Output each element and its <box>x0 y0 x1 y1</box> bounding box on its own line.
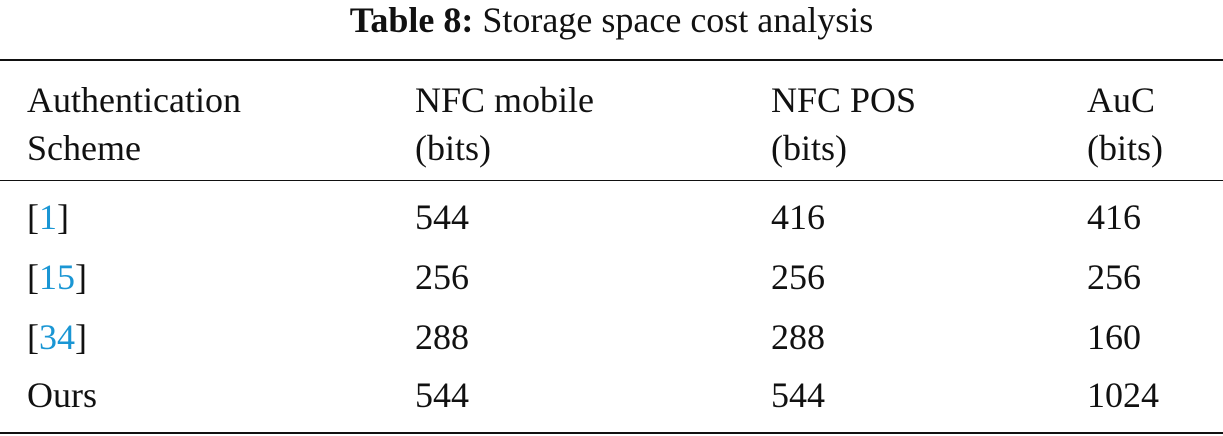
column-header-nfc-pos-line1: NFC POS <box>771 80 917 120</box>
table-top-rule <box>0 59 1223 61</box>
reference-open-bracket: [ <box>27 317 39 357</box>
table-cell-auc: 1024 <box>1087 375 1159 415</box>
table-cell-nfc-pos: 416 <box>771 197 825 237</box>
table-cell-nfc-pos: 288 <box>771 317 825 357</box>
column-header-nfc-pos-line2: (bits) <box>771 128 847 168</box>
reference-close-bracket: ] <box>75 317 87 357</box>
reference-open-bracket: [ <box>27 257 39 297</box>
table-cell-auc: 416 <box>1087 197 1141 237</box>
scheme-name: Ours <box>27 375 97 415</box>
table-cell-nfc-mobile: 288 <box>415 317 469 357</box>
table-row-scheme-cell: [1] <box>27 193 69 241</box>
table-cell-nfc-mobile: 544 <box>415 375 469 415</box>
table-cell-auc: 256 <box>1087 257 1141 297</box>
table-cell-auc: 160 <box>1087 317 1141 357</box>
table-caption-label: Table 8: <box>349 0 474 40</box>
table-row-scheme-cell: Ours <box>27 371 97 419</box>
column-header-scheme: Authentication Scheme <box>27 76 241 172</box>
table-header-rule <box>0 180 1223 181</box>
column-header-nfc-mobile-line2: (bits) <box>415 128 491 168</box>
column-header-auc: AuC (bits) <box>1087 76 1163 172</box>
column-header-nfc-pos: NFC POS (bits) <box>771 76 916 172</box>
column-header-scheme-line1: Authentication <box>27 80 241 120</box>
reference-link[interactable]: 34 <box>39 317 75 357</box>
column-header-nfc-mobile-line1: NFC mobile <box>415 80 595 120</box>
reference-open-bracket: [ <box>27 197 39 237</box>
table-cell-nfc-mobile: 256 <box>415 257 469 297</box>
table-cell-nfc-pos: 256 <box>771 257 825 297</box>
table-cell-nfc-mobile: 544 <box>415 197 469 237</box>
table-row-scheme-cell: [34] <box>27 313 87 361</box>
column-header-auc-line1: AuC <box>1087 80 1156 120</box>
column-header-scheme-line2: Scheme <box>27 128 141 168</box>
reference-link[interactable]: 1 <box>39 197 57 237</box>
reference-link[interactable]: 15 <box>39 257 75 297</box>
column-header-nfc-mobile: NFC mobile (bits) <box>415 76 594 172</box>
column-header-auc-line2: (bits) <box>1087 128 1163 168</box>
table-caption-text: Storage space cost analysis <box>482 0 874 40</box>
table-cell-nfc-pos: 544 <box>771 375 825 415</box>
reference-close-bracket: ] <box>57 197 69 237</box>
table-caption: Table 8: Storage space cost analysis <box>0 0 1223 44</box>
reference-close-bracket: ] <box>75 257 87 297</box>
table-row-scheme-cell: [15] <box>27 253 87 301</box>
table-bottom-rule <box>0 432 1223 434</box>
